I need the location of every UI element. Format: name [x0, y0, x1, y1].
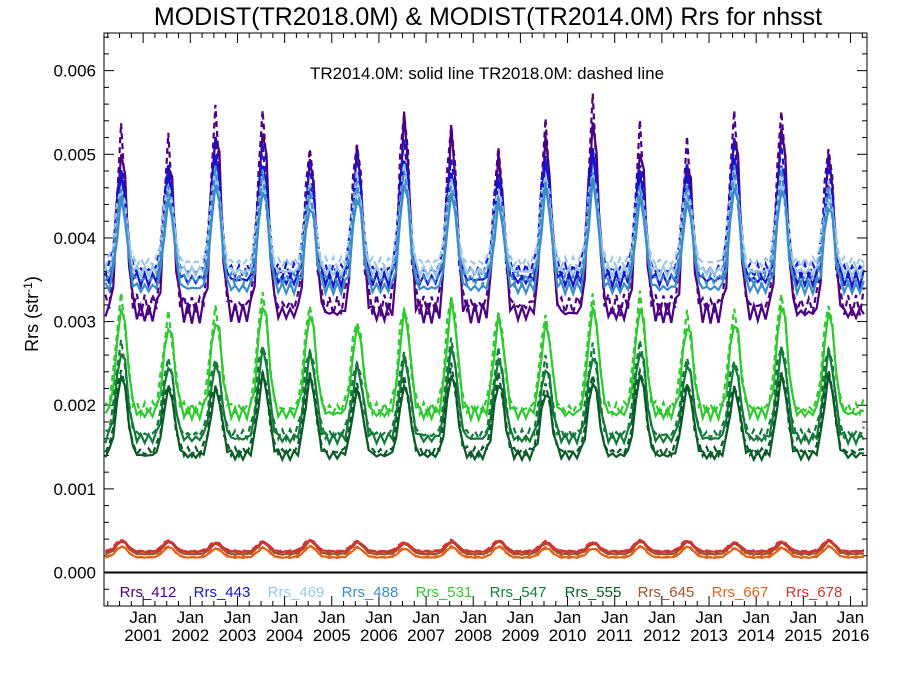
chart-title: MODIST(TR2018.0M) & MODIST(TR2014.0M) Rr… [154, 3, 822, 31]
x-tick-month: Jan [648, 608, 675, 627]
y-tick-label: 0.006 [53, 62, 96, 81]
series-line-rrs-531-dashed [104, 290, 865, 419]
series-line-rrs-678-dashed [105, 537, 865, 553]
series-line-rrs-469-dashed [104, 162, 865, 271]
legend-item: Rrs_488 [342, 584, 399, 601]
x-tick-month: Jan [224, 608, 251, 627]
x-tick-year: 2009 [501, 626, 539, 645]
x-tick-month: Jan [129, 608, 156, 627]
x-tick-year: 2010 [549, 626, 587, 645]
plot-area [104, 93, 865, 560]
series-line-rrs-667-dashed [105, 543, 865, 559]
x-tick-year: 2011 [596, 626, 633, 645]
y-axis-label: Rrs (str-1) [21, 276, 42, 352]
plot-frame [103, 32, 868, 607]
x-tick-year: 2004 [266, 626, 304, 645]
legend-item: Rrs_667 [712, 584, 769, 601]
x-tick-month: Jan [742, 608, 769, 627]
x-tick-month: Jan [837, 608, 864, 627]
x-tick-year: 2016 [832, 626, 870, 645]
legend-item: Rrs_547 [490, 584, 547, 601]
x-tick-month: Jan [790, 608, 817, 627]
legend-item: Rrs_469 [268, 584, 325, 601]
series-line-rrs-412-dashed [104, 93, 865, 318]
x-tick-month: Jan [601, 608, 628, 627]
x-tick-month: Jan [318, 608, 345, 627]
x-tick-month: Jan [507, 608, 534, 627]
y-tick-label: 0.001 [53, 480, 96, 499]
series-line-rrs-555-dashed [104, 362, 865, 460]
x-tick-month: Jan [460, 608, 487, 627]
x-tick-year: 2002 [171, 626, 209, 645]
y-tick-label: 0.000 [53, 564, 96, 583]
x-tick-year: 2012 [643, 626, 681, 645]
legend-item: Rrs_443 [194, 584, 251, 601]
legend: Rrs_412 Rrs_443 Rrs_469 Rrs_488 Rrs_531 Rrs_5… [120, 584, 843, 601]
x-tick-year: 2006 [360, 626, 398, 645]
x-tick-year: 2013 [690, 626, 728, 645]
y-axis: 0.000 0.001 0.002 0.003 0.004 0.005 0.006 [53, 36, 867, 607]
x-tick-year: 2005 [313, 626, 351, 645]
line-style-note: TR2014.0M: solid line TR2018.0M: dashed … [310, 64, 664, 83]
x-tick-month: Jan [177, 608, 204, 627]
x-tick-year: 2008 [454, 626, 492, 645]
x-tick-month: Jan [365, 608, 392, 627]
y-tick-label: 0.002 [53, 396, 96, 415]
legend-item: Rrs_678 [786, 584, 843, 601]
legend-item: Rrs_531 [416, 584, 473, 601]
series-line-rrs-488-dashed [104, 165, 865, 290]
x-tick-year: 2003 [219, 626, 257, 645]
x-tick-month: Jan [695, 608, 722, 627]
x-tick-month: Jan [554, 608, 581, 627]
y-tick-label: 0.004 [53, 229, 96, 248]
y-tick-label: 0.003 [53, 313, 96, 332]
x-tick-year: 2007 [407, 626, 445, 645]
x-tick-month: Jan [271, 608, 298, 627]
x-tick-month: Jan [412, 608, 439, 627]
x-axis: Jan2001Jan2002Jan2003Jan2004Jan2005Jan20… [107, 33, 870, 645]
x-tick-year: 2014 [737, 626, 775, 645]
y-tick-label: 0.005 [53, 145, 96, 164]
series-line-rrs-645-dashed [105, 537, 865, 556]
legend-item: Rrs_412 [120, 584, 177, 601]
x-tick-year: 2015 [784, 626, 822, 645]
legend-item: Rrs_645 [638, 584, 695, 601]
legend-item: Rrs_555 [565, 584, 622, 601]
x-tick-year: 2001 [124, 626, 162, 645]
series-line-rrs-547-dashed [105, 337, 865, 443]
